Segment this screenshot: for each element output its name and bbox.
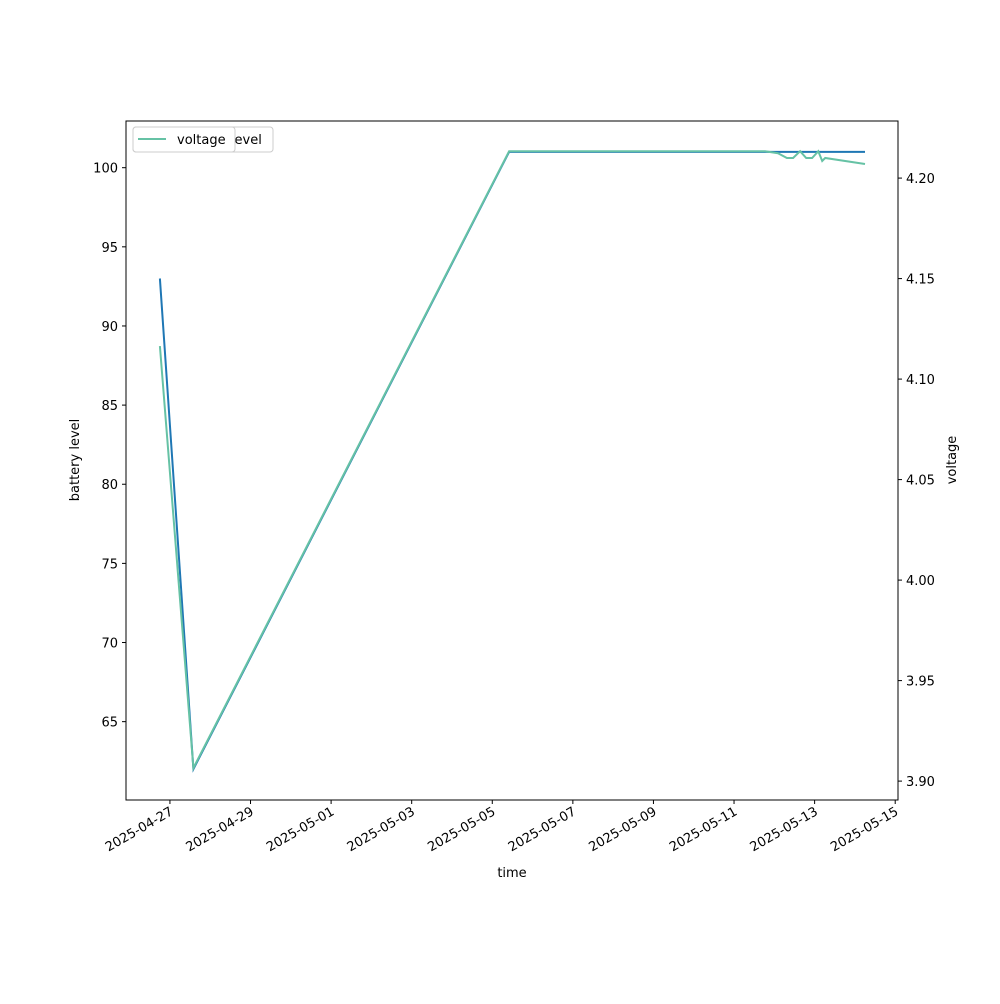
- legend-label: voltage: [177, 133, 226, 148]
- y2-tick-label: 4.05: [906, 474, 935, 489]
- plot-frame: [125, 120, 899, 801]
- y-tick-label: 95: [101, 241, 118, 256]
- x-tick-label: 2025-05-05: [425, 804, 498, 855]
- y-tick-label: 65: [101, 716, 118, 731]
- x-tick-label: 2025-04-27: [103, 804, 176, 855]
- y-tick-label: 75: [101, 557, 118, 572]
- x-tick-label: 2025-05-11: [667, 804, 740, 855]
- x-tick-label: 2025-05-15: [828, 804, 901, 855]
- x-tick-label: 2025-04-29: [184, 804, 257, 855]
- y2-tick-label: 4.00: [906, 574, 935, 589]
- x-axis-label: time: [497, 866, 526, 881]
- y-tick-label: 100: [93, 162, 118, 177]
- y2-tick-label: 4.10: [906, 373, 935, 388]
- y-tick-label: 70: [101, 637, 118, 652]
- y-tick-label: 90: [101, 320, 118, 335]
- x-tick-label: 2025-05-13: [748, 804, 821, 855]
- y2-tick-label: 3.95: [906, 675, 935, 690]
- legend: voltage: [132, 126, 236, 153]
- y2-tick-label: 3.90: [906, 775, 935, 790]
- y-axis-label: battery level: [68, 419, 83, 502]
- y2-tick-label: 4.15: [906, 273, 935, 288]
- y2-tick-label: 4.20: [906, 172, 935, 187]
- y-tick-label: 80: [101, 478, 118, 493]
- y2-axis-label: voltage: [945, 436, 960, 485]
- line: [158, 149, 866, 772]
- x-tick-label: 2025-05-09: [587, 804, 660, 855]
- y-tick-label: 85: [101, 399, 118, 414]
- line: [158, 150, 865, 773]
- x-tick-label: 2025-05-03: [345, 804, 418, 855]
- legend-frame: [132, 126, 236, 153]
- x-tick-label: 2025-05-07: [506, 804, 579, 855]
- x-tick-label: 2025-05-01: [264, 804, 337, 855]
